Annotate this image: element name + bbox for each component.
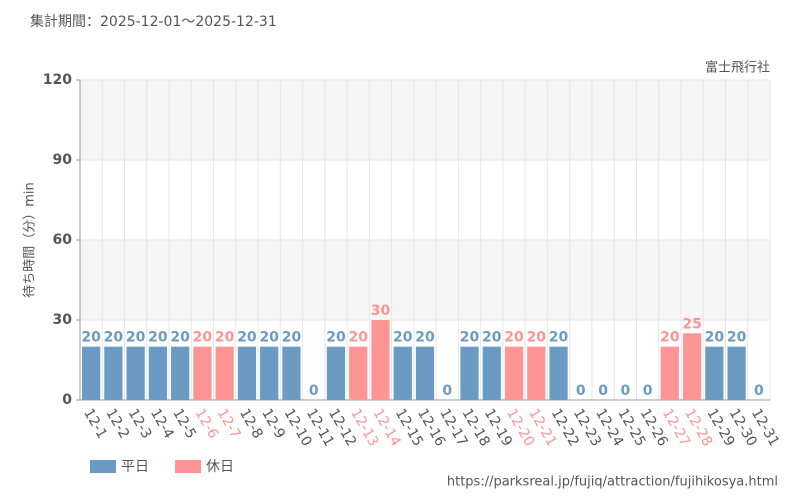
value-label: 0 — [309, 383, 319, 399]
value-label: 20 — [460, 330, 480, 346]
legend-swatch — [175, 460, 201, 473]
value-label: 0 — [598, 383, 608, 399]
bar — [460, 346, 479, 400]
bar — [326, 346, 346, 400]
value-label: 20 — [237, 330, 257, 346]
bar — [504, 346, 524, 400]
bar — [660, 346, 679, 400]
footer: https://parksreal.jp/fujiq/attraction/fu… — [447, 475, 778, 490]
bar — [482, 346, 501, 400]
source-label: 富士飛行社 — [705, 60, 770, 76]
value-label: 20 — [215, 330, 235, 346]
value-label: 20 — [348, 330, 368, 346]
legend-swatch — [90, 460, 116, 473]
bar — [393, 346, 412, 400]
value-label: 20 — [393, 330, 413, 346]
value-label: 20 — [104, 330, 124, 346]
value-label: 0 — [620, 383, 630, 399]
value-label: 30 — [371, 303, 391, 319]
bar — [260, 346, 279, 400]
y-tick-label: 90 — [53, 152, 73, 168]
value-label: 25 — [682, 316, 701, 332]
bar — [527, 346, 546, 400]
value-label: 20 — [282, 330, 302, 346]
bar — [371, 320, 390, 400]
value-label: 0 — [643, 383, 653, 399]
value-label: 20 — [660, 330, 680, 346]
bar — [237, 346, 257, 400]
value-label: 20 — [504, 330, 524, 346]
y-tick-label: 0 — [62, 392, 72, 408]
bar — [171, 346, 190, 400]
bar — [215, 346, 234, 400]
bar — [148, 346, 168, 400]
y-tick-label: 60 — [53, 232, 73, 248]
value-label: 20 — [527, 330, 547, 346]
bar — [415, 346, 435, 400]
subtitle: 集計期間：2025-12-01～2025-12-31 — [30, 13, 277, 30]
bar — [82, 346, 101, 400]
bar — [705, 346, 724, 400]
value-label: 20 — [727, 330, 747, 346]
value-label: 20 — [415, 330, 435, 346]
value-label: 20 — [193, 330, 213, 346]
value-label: 20 — [81, 330, 101, 346]
bar — [682, 333, 702, 400]
grid-band — [80, 240, 770, 320]
value-label: 0 — [442, 383, 452, 399]
legend-label: 休日 — [206, 459, 234, 475]
value-label: 0 — [754, 383, 764, 399]
grid-band — [80, 80, 770, 160]
bar — [549, 346, 568, 400]
value-label: 0 — [576, 383, 586, 399]
value-label: 20 — [326, 330, 346, 346]
value-label: 20 — [170, 330, 190, 346]
value-label: 20 — [126, 330, 146, 346]
bar — [727, 346, 746, 400]
value-label: 20 — [482, 330, 502, 346]
bar — [126, 346, 145, 400]
value-label: 20 — [148, 330, 168, 346]
legend-label: 平日 — [121, 459, 149, 475]
y-tick-label: 30 — [53, 312, 73, 328]
value-label: 20 — [705, 330, 725, 346]
y-axis-label: 待ち時間（分）min — [23, 182, 38, 298]
y-tick-label: 120 — [43, 72, 72, 88]
value-label: 20 — [259, 330, 279, 346]
bar — [193, 346, 212, 400]
bar — [104, 346, 123, 400]
bar — [349, 346, 368, 400]
value-label: 20 — [549, 330, 569, 346]
bar — [282, 346, 301, 400]
